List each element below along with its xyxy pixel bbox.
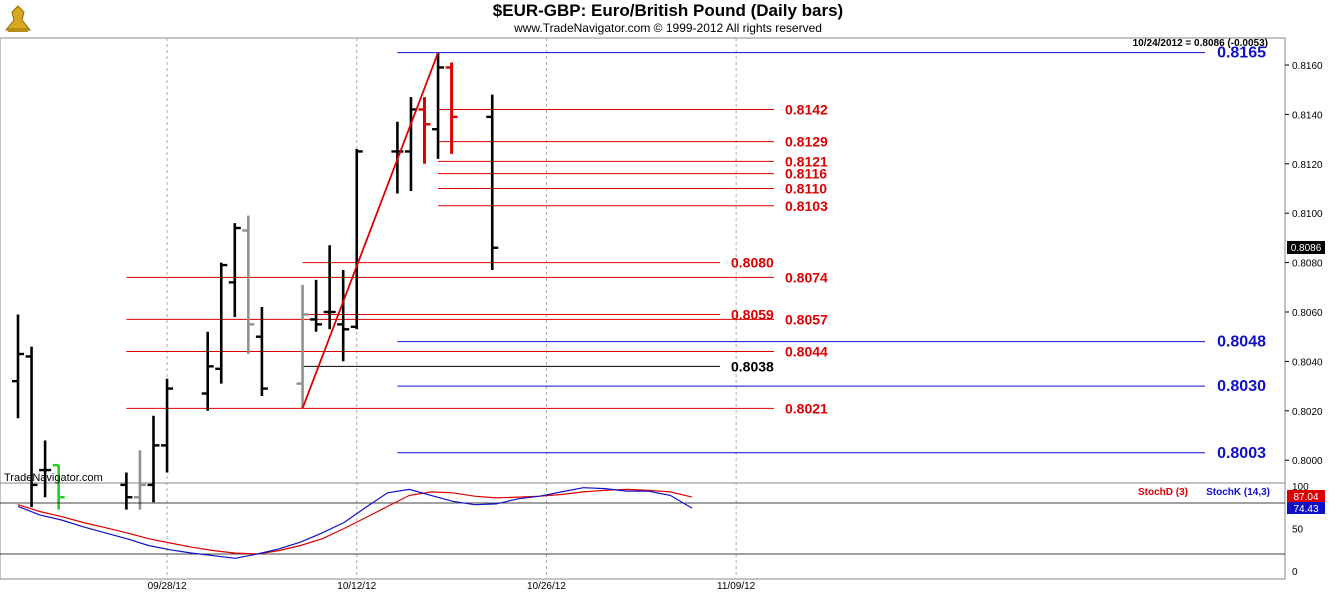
y-tick-label: 0.8160 (1292, 61, 1323, 72)
ohlc-bar (445, 62, 458, 154)
date-axis: 09/28/12 10/12/12 10/26/12 11/09/12 (148, 581, 756, 592)
ohlc-bar (418, 97, 431, 164)
ohlc-bar (432, 52, 445, 159)
ohlc-bar (147, 415, 160, 503)
copyright-notice: www.TradeNavigator.com © 1999-2012 All r… (514, 21, 822, 35)
y-tick-label: 0.8100 (1292, 209, 1323, 220)
y-tick-label: 0.8120 (1292, 160, 1323, 171)
legend-stochd: StochD (3) (1138, 487, 1188, 498)
ohlc-bar (215, 262, 228, 384)
stochd-last-label: 87.04 (1293, 492, 1318, 503)
chart-header: $EUR-GBP: Euro/British Pound (Daily bars… (0, 0, 1336, 38)
ohlc-bar (120, 472, 133, 510)
x-tick-label: 09/28/12 (148, 581, 187, 592)
price-bars (12, 52, 499, 510)
y-tick-label: 0.8020 (1292, 407, 1323, 418)
ohlc-bar (255, 307, 268, 396)
stochd-last-badge: 87.04 (1287, 490, 1325, 503)
y-tick-label: 0.8060 (1292, 308, 1323, 319)
y-tick-label: 0.8140 (1292, 110, 1323, 121)
grid-lines (166, 38, 737, 579)
stochk-last-badge: 74.43 (1287, 502, 1325, 515)
ohlc-bar (228, 223, 241, 317)
ohlc-bar (296, 284, 309, 409)
ohlc-bar (323, 245, 336, 330)
ohlc-bar (161, 378, 174, 473)
level-label: 0.8038 (731, 358, 774, 374)
level-label: 0.8165 (1217, 45, 1266, 62)
level-label: 0.8059 (731, 306, 774, 322)
ohlc-bar (201, 331, 214, 411)
last-price-label: 0.8086 (1291, 243, 1322, 254)
stochk-last-label: 74.43 (1293, 504, 1318, 515)
level-label: 0.8116 (785, 166, 827, 182)
ohlc-bar (39, 440, 52, 498)
trend-line (301, 52, 439, 409)
ohlc-bar (133, 450, 146, 510)
ohlc-bar (350, 148, 363, 330)
legend-stochk: StochK (14,3) (1206, 487, 1270, 498)
quote-readout: 10/24/2012 = 0.8086 (-0.0053) (1133, 38, 1268, 49)
x-tick-label: 10/12/12 (337, 581, 376, 592)
ohlc-bar (25, 346, 38, 508)
level-label: 0.8103 (785, 198, 828, 214)
ohlc-bar (52, 463, 65, 510)
level-label: 0.8129 (785, 134, 828, 150)
stoch-y-tick-label: 50 (1292, 525, 1304, 536)
trade-navigator-logo-icon (4, 5, 32, 32)
trend-line-segment (301, 52, 439, 409)
ohlc-bar (12, 314, 24, 419)
level-label: 0.8080 (731, 255, 774, 271)
stoch-series-line (17, 487, 693, 559)
stoch-y-tick-label: 0 (1292, 567, 1298, 578)
ohlc-bar (310, 279, 323, 332)
level-label: 0.8044 (785, 344, 828, 360)
ohlc-bar (242, 215, 255, 354)
level-label: 0.8030 (1217, 378, 1266, 395)
stoch-y-tick-label: 100 (1292, 482, 1309, 493)
x-tick-label: 11/09/12 (717, 581, 756, 592)
level-label: 0.8048 (1217, 334, 1266, 351)
level-label: 0.8142 (785, 101, 828, 117)
price-axis: 0.8000 0.8020 0.8040 0.8060 0.8080 0.8100 0.81… (1285, 61, 1323, 467)
last-price-badge: 0.8086 (1287, 241, 1325, 254)
ohlc-bar (486, 94, 499, 271)
level-label: 0.8003 (1217, 445, 1266, 462)
level-label: 0.8057 (785, 311, 828, 327)
y-tick-label: 0.8000 (1292, 456, 1323, 467)
price-levels: 0.8165 0.8142 0.8129 0.81210.81160.81100.81… (126, 45, 1266, 462)
level-label: 0.8110 (785, 181, 827, 197)
level-label: 0.8074 (785, 269, 828, 285)
ohlc-bar (337, 270, 350, 362)
level-label: 0.8021 (785, 400, 828, 416)
chart-title: $EUR-GBP: Euro/British Pound (Daily bars… (492, 1, 844, 20)
y-tick-label: 0.8080 (1292, 259, 1323, 270)
stochastic-panel: 0 50 100 (0, 482, 1309, 578)
level-label: 0.8121 (785, 153, 828, 169)
watermark: TradeNavigator.com (4, 472, 103, 484)
y-tick-label: 0.8040 (1292, 357, 1323, 368)
x-tick-label: 10/26/12 (527, 581, 566, 592)
stoch-series-line (17, 488, 693, 555)
